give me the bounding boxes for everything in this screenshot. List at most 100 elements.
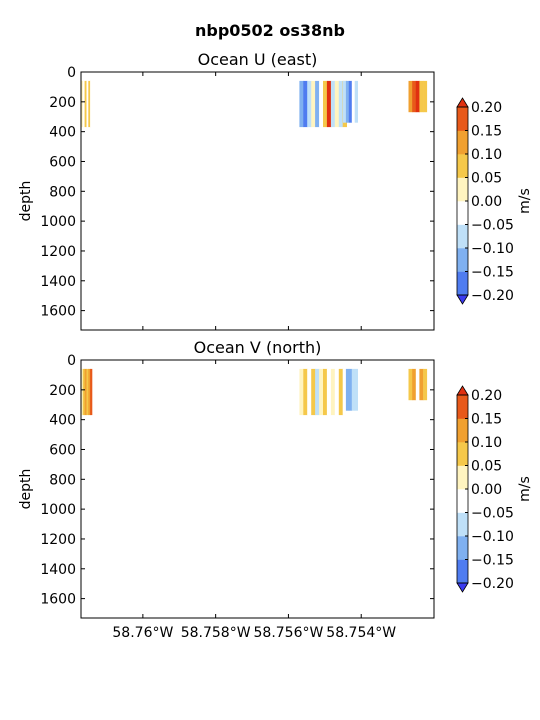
data-cell-2-9 bbox=[330, 80, 336, 128]
data-cell-3-1 bbox=[343, 368, 347, 411]
data-cell-2-4 bbox=[311, 80, 316, 128]
colorbar-tick-label: −0.10 bbox=[471, 529, 514, 545]
colorbar-tick-label: −0.05 bbox=[471, 218, 514, 234]
data-cell-2-9 bbox=[330, 368, 336, 416]
colorbar-tick-label: 0.10 bbox=[471, 147, 502, 163]
colorbar-band bbox=[457, 177, 468, 202]
colorbar-tick-label: 0.20 bbox=[471, 100, 502, 116]
panel-title: Ocean V (north) bbox=[194, 338, 322, 357]
colorbar-label: m/s bbox=[517, 476, 533, 502]
colorbar-band bbox=[457, 201, 468, 225]
y-tick-label: 0 bbox=[67, 65, 76, 81]
data-cell-2-10 bbox=[334, 80, 340, 128]
colorbar-tick-label: 0.15 bbox=[471, 124, 502, 140]
data-cell-1-3 bbox=[84, 368, 87, 416]
data-cell-3-4 bbox=[351, 80, 356, 123]
y-axis-label: depth bbox=[18, 469, 34, 510]
colorbar-tick-label: −0.15 bbox=[471, 553, 514, 569]
y-tick-label: 800 bbox=[49, 472, 76, 488]
colorbar-tick-label: −0.15 bbox=[471, 265, 514, 281]
data-cell-2-5 bbox=[315, 80, 320, 128]
data-cell-2-2 bbox=[303, 80, 308, 128]
colorbar-band bbox=[457, 248, 468, 272]
data-cell-4-2 bbox=[412, 80, 417, 113]
y-tick-label: 400 bbox=[49, 125, 76, 141]
data-cell-2-3 bbox=[307, 80, 312, 128]
data-cell-2-7 bbox=[323, 368, 328, 416]
colorbar-band bbox=[457, 465, 468, 490]
y-tick-label: 1200 bbox=[40, 532, 76, 548]
data-cell-4-1 bbox=[408, 368, 413, 401]
colorbar-tick-label: −0.10 bbox=[471, 241, 514, 257]
plot-frame bbox=[80, 71, 435, 331]
colorbar-tick-label: 0.20 bbox=[471, 388, 502, 404]
data-cell-2-6 bbox=[319, 368, 324, 416]
data-cell-4-5 bbox=[423, 80, 428, 113]
data-cell-2-1 bbox=[299, 80, 304, 128]
colorbar-extend-max bbox=[456, 385, 469, 396]
colorbar-tick-label: 0.00 bbox=[471, 194, 502, 210]
colorbar-band bbox=[457, 107, 468, 131]
x-tick-label: 58.754°W bbox=[326, 625, 396, 641]
data-cell-3-5 bbox=[354, 368, 358, 411]
colorbar-tick-label: 0.05 bbox=[471, 459, 502, 475]
data-cell-4-4 bbox=[419, 80, 424, 113]
data-cell-1-6 bbox=[90, 80, 93, 128]
data-cell-1-2 bbox=[82, 80, 85, 128]
data-cell-2-8 bbox=[326, 80, 332, 128]
colorbar-band bbox=[457, 559, 468, 584]
colorbar-band bbox=[457, 489, 468, 513]
data-cell-4-2 bbox=[412, 368, 417, 401]
data-cell-2-10 bbox=[334, 368, 340, 416]
colorbar-tick-label: −0.20 bbox=[471, 576, 514, 592]
y-axis-label: depth bbox=[18, 181, 34, 222]
y-tick-label: 200 bbox=[49, 383, 76, 399]
colorbar-tick-label: −0.20 bbox=[471, 288, 514, 304]
colorbar-label: m/s bbox=[517, 188, 533, 214]
colorbar-extend-min bbox=[456, 294, 469, 305]
colorbar-band bbox=[457, 536, 468, 560]
y-tick-label: 1400 bbox=[40, 562, 76, 578]
data-cell-3-5 bbox=[354, 80, 358, 123]
colorbar-band bbox=[457, 395, 468, 419]
y-tick-label: 800 bbox=[49, 184, 76, 200]
data-cell-3-3 bbox=[348, 80, 353, 123]
colorbar-tick-label: 0.05 bbox=[471, 171, 502, 187]
colorbar-band bbox=[457, 271, 468, 296]
y-tick-label: 200 bbox=[49, 95, 76, 111]
data-cell-1-5 bbox=[88, 80, 91, 128]
data-cell-1-3 bbox=[84, 80, 87, 128]
data-cell-1-2 bbox=[82, 368, 85, 416]
data-cell-2-11 bbox=[338, 368, 344, 416]
data-cell-1-4 bbox=[86, 368, 89, 416]
x-tick-label: 58.756°W bbox=[254, 625, 324, 641]
data-cell-2-1 bbox=[299, 368, 304, 416]
data-cell-2-5 bbox=[315, 368, 320, 416]
x-tick-label: 58.76°W bbox=[112, 625, 173, 641]
data-cell-3-2 bbox=[345, 80, 350, 123]
y-tick-label: 1200 bbox=[40, 244, 76, 260]
data-cell-2-3 bbox=[307, 368, 312, 416]
data-cell-1-4 bbox=[86, 80, 89, 128]
data-cell-2-4 bbox=[311, 368, 316, 416]
colorbar-tick-label: 0.15 bbox=[471, 412, 502, 428]
chart-panel-1: Ocean U (east) 0 200 400 600 800 1000 1200 1400 1… bbox=[18, 50, 533, 331]
data-cell-3-1 bbox=[343, 80, 347, 123]
x-tick-label: 58.758°W bbox=[181, 625, 251, 641]
data-cell-2-7 bbox=[323, 80, 328, 128]
colorbar-band bbox=[457, 224, 468, 249]
colorbar-band bbox=[457, 418, 468, 443]
data-cell-4-3 bbox=[415, 80, 420, 113]
data-cell-3-4 bbox=[351, 368, 356, 411]
y-tick-label: 0 bbox=[67, 353, 76, 369]
colorbar-band bbox=[457, 442, 468, 466]
plot-frame bbox=[80, 359, 435, 619]
colorbar-extend-max bbox=[456, 97, 469, 108]
panel-title: Ocean U (east) bbox=[198, 50, 318, 69]
data-cell-1-6 bbox=[90, 368, 93, 416]
data-cell-2-6 bbox=[319, 80, 324, 128]
data-cell-3-3 bbox=[348, 368, 353, 411]
data-cell-4-1 bbox=[408, 80, 413, 113]
data-cell-4-5 bbox=[423, 368, 428, 401]
y-tick-label: 1400 bbox=[40, 274, 76, 290]
